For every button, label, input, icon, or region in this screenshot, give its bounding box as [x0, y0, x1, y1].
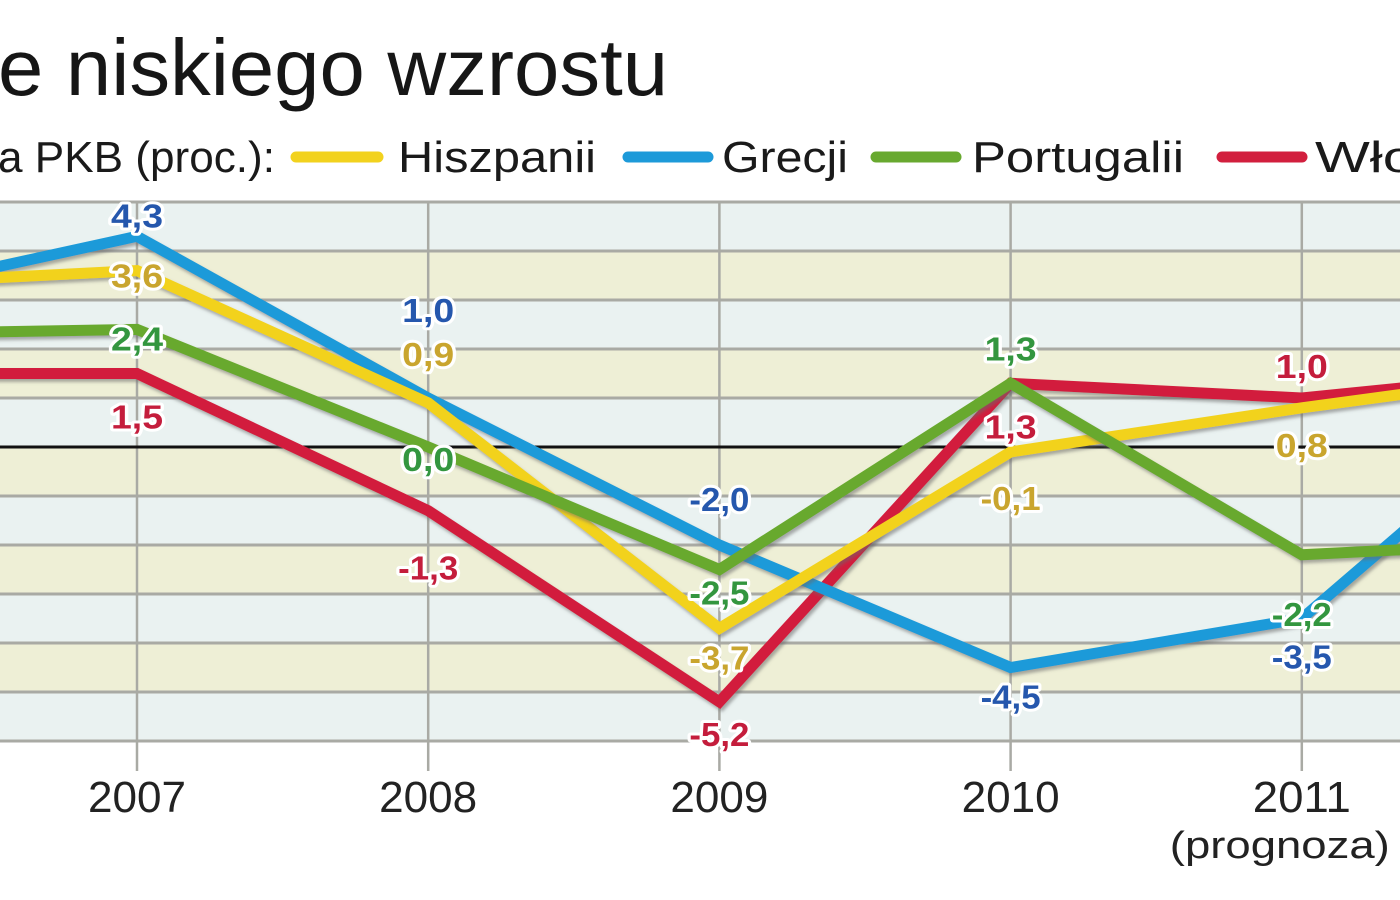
data-label-gr: -4,5 — [981, 679, 1041, 716]
x-tick-label: 2007 — [88, 773, 186, 822]
data-label-it: -5,2 — [689, 716, 749, 753]
legend-label: Portugalii — [972, 133, 1184, 182]
data-label-pt: 1,3 — [985, 330, 1037, 367]
data-labels: 3,6 0,9 -3,7 -0,1 0,8 4,3 1,0 -2,0 -4,5 -3,5 2,4 0,… — [108, 194, 1335, 755]
legend-item-es: Hiszpanii — [290, 133, 596, 182]
horizontal-gridlines — [0, 200, 1400, 743]
data-label-es: -0,1 — [981, 480, 1041, 517]
data-label-es: 0,8 — [1276, 427, 1328, 464]
legend-label: Wło — [1315, 133, 1400, 182]
legend-item-pt: Portugalii — [870, 133, 1184, 182]
data-label-pt: -2,5 — [689, 575, 749, 612]
x-tick-label: 2009 — [670, 773, 768, 822]
legend-item-it: Wło — [1216, 133, 1400, 182]
legend-prefix: a PKB (proc.): — [0, 133, 275, 182]
legend-label: Hiszpanii — [398, 133, 596, 182]
plot-band — [0, 202, 1400, 251]
data-label-es: 3,6 — [111, 258, 163, 295]
data-label-it: 1,5 — [111, 399, 163, 436]
data-label-pt: 2,4 — [111, 320, 164, 357]
data-label-pt: -2,2 — [1272, 596, 1332, 633]
legend-label: Grecji — [722, 133, 848, 182]
data-label-it: 1,0 — [1276, 348, 1328, 385]
data-label-it: -1,3 — [398, 550, 458, 587]
legend-item-gr: Grecji — [622, 133, 848, 182]
legend: a PKB (proc.): Hiszpanii Grecji Portugalii… — [0, 133, 1400, 182]
x-tick-label: 2010 — [962, 773, 1060, 822]
x-tick-note: (prognoza) — [1170, 825, 1390, 867]
x-tick-label: 2011 — [1253, 773, 1351, 822]
x-tick-label: 2008 — [379, 773, 477, 822]
data-label-pt: 0,0 — [402, 441, 454, 478]
data-label-gr: -2,0 — [689, 481, 749, 518]
data-label-gr: -3,5 — [1272, 639, 1332, 676]
plot-band — [0, 692, 1400, 741]
chart-title: e niskiego wzrostu — [0, 23, 668, 112]
x-axis: 2007 2008 2009 2010 2011(prognoza) — [88, 773, 1390, 867]
data-label-gr: 4,3 — [111, 197, 163, 234]
plot-band — [0, 300, 1400, 349]
series-lines — [0, 230, 1400, 709]
plot-band — [0, 545, 1400, 594]
data-label-it: 1,3 — [985, 408, 1037, 445]
data-label-gr: 1,0 — [402, 292, 454, 329]
data-label-es: -3,7 — [689, 639, 749, 676]
vertical-gridlines — [135, 202, 1304, 771]
data-label-es: 0,9 — [402, 336, 454, 373]
